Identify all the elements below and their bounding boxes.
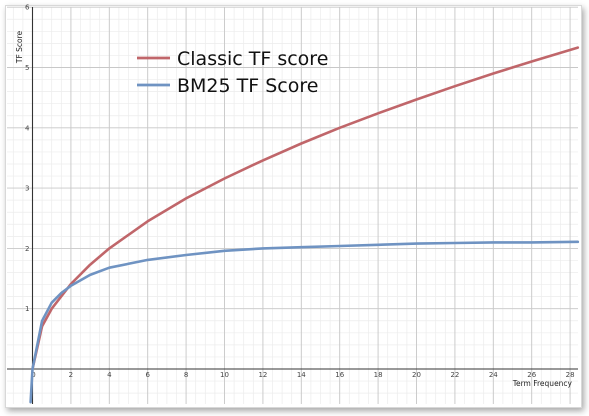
y-tick-label: 6 [25,4,30,12]
x-tick-label: 20 [412,371,421,379]
x-tick-label: 2 [69,371,73,379]
x-tick-label: 28 [566,371,575,379]
x-tick-label: 12 [258,371,267,379]
y-tick-label: 1 [25,305,29,313]
x-tick-label: 8 [184,371,188,379]
legend-label-1: BM25 TF Score [177,75,318,97]
x-tick-label: 14 [297,371,306,379]
x-tick-label: 16 [335,371,344,379]
axes [7,7,578,404]
x-tick-label: 22 [450,371,459,379]
y-tick-label: 5 [25,64,29,72]
y-axis-label: TF Score [15,30,24,64]
chart-frame [5,5,582,408]
x-tick-label: 6 [145,371,150,379]
series-lines [29,46,580,404]
series-line-1 [29,240,580,404]
x-axis-label: Term Frequency [512,379,573,388]
y-tick-label: 4 [25,124,30,132]
x-tick-label: 24 [489,371,498,379]
y-tick-label: 3 [25,185,29,193]
legend-label-0: Classic TF score [177,48,328,70]
x-tick-label: 18 [374,371,383,379]
y-tick-label: 2 [25,245,29,253]
x-tick-label: 10 [220,371,229,379]
x-tick-label: 0 [31,371,35,379]
x-tick-label: 4 [107,371,112,379]
legend: Classic TF score BM25 TF Score [137,48,328,97]
x-tick-label: 26 [527,371,536,379]
